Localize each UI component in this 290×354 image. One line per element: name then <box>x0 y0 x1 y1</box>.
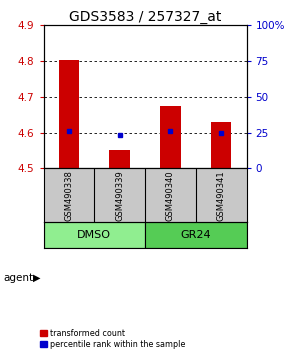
Text: GSM490338: GSM490338 <box>64 170 73 221</box>
Text: GR24: GR24 <box>180 230 211 240</box>
Bar <box>160 105 181 169</box>
Bar <box>145 222 246 248</box>
Text: DMSO: DMSO <box>77 230 111 240</box>
Text: GSM490340: GSM490340 <box>166 170 175 221</box>
Bar <box>211 122 231 169</box>
Text: ▶: ▶ <box>33 273 41 283</box>
Text: GSM490341: GSM490341 <box>217 170 226 221</box>
Bar <box>44 222 145 248</box>
Legend: transformed count, percentile rank within the sample: transformed count, percentile rank withi… <box>39 329 186 350</box>
Bar <box>110 150 130 169</box>
Text: agent: agent <box>3 273 33 283</box>
Title: GDS3583 / 257327_at: GDS3583 / 257327_at <box>69 10 221 24</box>
Text: GSM490339: GSM490339 <box>115 170 124 221</box>
Bar <box>59 59 79 169</box>
